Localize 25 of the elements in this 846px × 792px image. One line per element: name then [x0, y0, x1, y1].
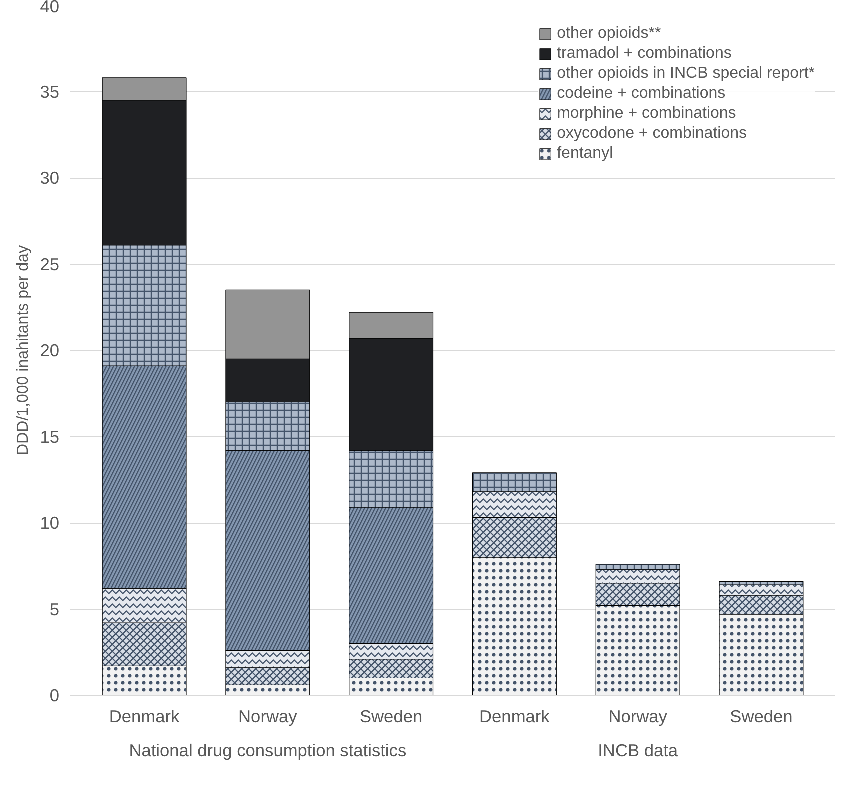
- y-tick-label: 0: [50, 686, 60, 706]
- y-tick-label: 30: [40, 168, 60, 188]
- legend-label: oxycodone + combinations: [557, 125, 747, 143]
- x-tick-label: Norway: [238, 706, 298, 726]
- x-tick-label: Sweden: [360, 706, 423, 726]
- text: INCB data: [598, 740, 678, 760]
- legend-label: codeine + combinations: [557, 85, 726, 103]
- y-tick-label: 15: [40, 426, 60, 447]
- legend-label: morphine + combinations: [557, 105, 736, 123]
- legend-label: tramadol + combinations: [557, 45, 732, 63]
- y-tick-label: 5: [50, 599, 60, 620]
- y-tick-label: 10: [40, 513, 60, 533]
- x-tick-label: Denmark: [480, 706, 550, 726]
- legend-label: other opioids**: [557, 25, 662, 43]
- x-tick-label: Denmark: [109, 706, 180, 726]
- y-tick-label: 35: [40, 82, 60, 102]
- x-tick-label: Sweden: [730, 706, 793, 726]
- legend-label: other opioids in INCB special report*: [557, 65, 815, 83]
- y-tick-label: 40: [40, 0, 60, 16]
- y-tick-label: 25: [40, 254, 60, 274]
- legend-label: fentanyl: [557, 145, 614, 163]
- text: National drug consumption statistics: [129, 740, 407, 760]
- y-tick-label: 20: [40, 340, 60, 360]
- x-tick-label: Norway: [608, 706, 668, 726]
- y-axis-title: DDD/1,000 inahitants per day: [15, 246, 32, 456]
